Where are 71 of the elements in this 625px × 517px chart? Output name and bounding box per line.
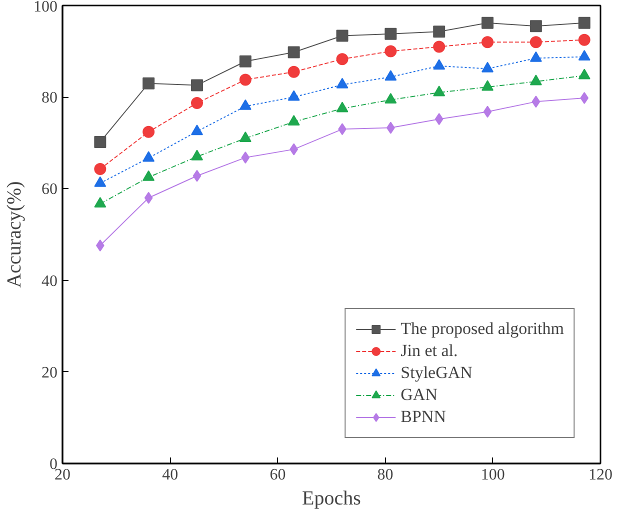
point [433, 40, 446, 53]
x-tick-label: 100 [480, 466, 505, 484]
y-tick-label: 80 [42, 90, 58, 107]
point [578, 50, 590, 60]
point [336, 53, 348, 66]
x-tick-label: 60 [270, 466, 286, 484]
x-tick-label: 120 [588, 466, 612, 484]
x-tick-label: 40 [162, 466, 178, 484]
point [191, 97, 203, 110]
point [288, 66, 300, 78]
x-axis-title: Epochs [302, 488, 362, 510]
y-tick-label: 40 [42, 272, 58, 290]
point [191, 79, 203, 92]
y-tick-label: 0 [50, 456, 58, 473]
point [578, 16, 590, 29]
point [336, 102, 348, 112]
point [96, 239, 104, 252]
point [239, 55, 252, 68]
point [384, 92, 397, 104]
point [530, 36, 542, 48]
point [434, 113, 444, 126]
point [530, 20, 542, 32]
point [532, 96, 540, 108]
point [384, 28, 397, 40]
point [288, 46, 300, 58]
point [482, 36, 494, 48]
point [336, 30, 348, 42]
point [483, 106, 492, 118]
point [433, 59, 446, 70]
point [288, 114, 300, 126]
legend-label: StyleGAN [400, 363, 472, 383]
point [239, 99, 252, 110]
point [241, 152, 250, 164]
point [142, 170, 155, 181]
point [290, 143, 298, 156]
point [192, 170, 202, 182]
point [191, 124, 203, 136]
point [336, 78, 348, 88]
point [580, 92, 589, 104]
point [578, 34, 590, 46]
point [530, 74, 542, 86]
point [142, 126, 155, 138]
point [239, 74, 252, 86]
point [384, 45, 397, 58]
point [433, 86, 446, 96]
legend-label: The proposed algorithm [400, 319, 564, 339]
point [94, 196, 106, 208]
point [578, 68, 590, 80]
point [94, 136, 106, 148]
point [482, 80, 494, 91]
point [94, 176, 106, 187]
point [94, 163, 106, 175]
legend-label: GAN [400, 385, 438, 405]
point [288, 90, 300, 101]
point [191, 150, 203, 160]
point [482, 16, 494, 29]
point [384, 70, 397, 81]
x-tick-label: 80 [377, 466, 394, 484]
point [239, 131, 252, 142]
legend-label: BPNN [400, 407, 446, 427]
y-axis-title: Accuracy(%) [4, 181, 26, 288]
legend-label: Jin et al. [400, 341, 458, 361]
y-tick-label: 100 [34, 0, 58, 16]
point [482, 62, 494, 72]
point [530, 51, 542, 62]
point [144, 192, 153, 204]
y-tick-label: 20 [42, 364, 58, 382]
point [142, 151, 155, 162]
point [433, 26, 446, 38]
point [142, 77, 155, 90]
y-tick-label: 60 [42, 181, 58, 198]
